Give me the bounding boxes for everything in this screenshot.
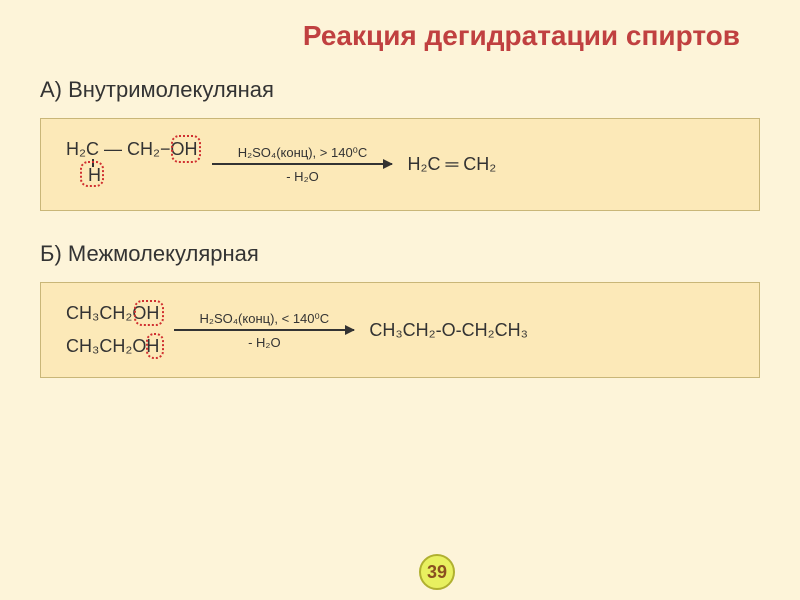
reactant-a: H₂C — CH₂−OH H [66,139,197,190]
arrow-a [212,163,392,165]
section-a-label: А) Внутримолекуляная [40,77,760,103]
conditions-a-top: H₂SO₄(конц), > 140⁰C [238,145,368,161]
product-a: H₂C ═ CH₂ [407,154,496,175]
reaction-box-b: CH₃CH₂OH CH₃CH₂OH H₂SO₄(конц), < 140⁰C -… [40,282,760,378]
arrow-group-b: H₂SO₄(конц), < 140⁰C - H₂O [174,311,354,350]
reaction-box-a: H₂C — CH₂−OH H H₂SO₄(конц), > 140⁰C - H₂… [40,118,760,211]
reactant-b: CH₃CH₂OH CH₃CH₂OH [66,303,159,357]
arrow-group-a: H₂SO₄(конц), > 140⁰C - H₂O [212,145,392,184]
arrow-b [174,329,354,331]
dotted-h-b2 [146,333,164,359]
conditions-a-bottom: - H₂O [286,169,319,184]
conditions-b-bottom: - H₂O [248,335,281,350]
slide-container: Реакция дегидратации спиртов А) Внутримо… [0,0,800,600]
product-b: CH₃CH₂-O-CH₂CH₃ [369,320,528,341]
page-number: 39 [427,562,447,583]
dotted-h [80,161,104,187]
page-number-badge: 39 [419,554,455,590]
section-b-label: Б) Межмолекулярная [40,241,760,267]
dotted-oh [171,135,201,163]
slide-title: Реакция дегидратации спиртов [40,20,760,52]
conditions-b-top: H₂SO₄(конц), < 140⁰C [200,311,330,327]
dotted-oh-b1 [134,300,164,326]
